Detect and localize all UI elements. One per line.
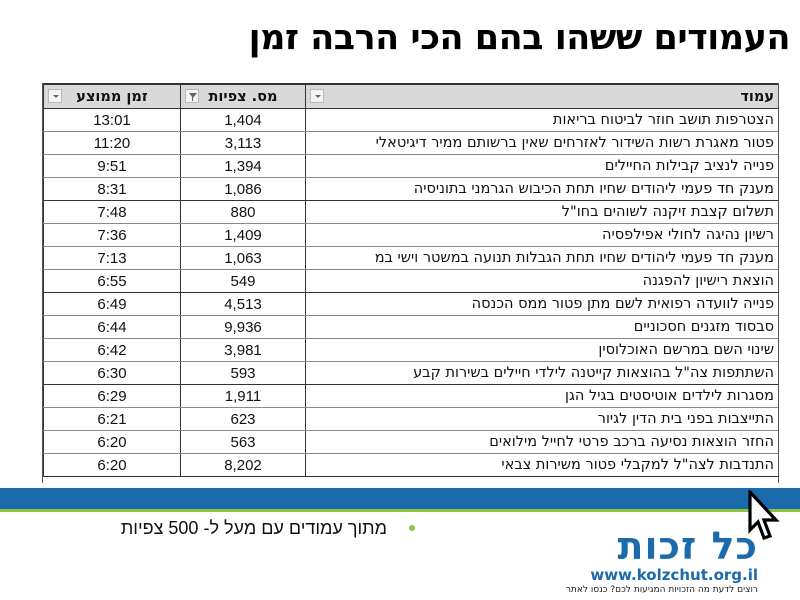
table-header-row: עמוד מס. צפיות זמן ממוצע [43, 83, 778, 109]
table-row: פטור מאגרת רשות השידור לאזרחים שאין ברשו… [43, 131, 778, 155]
filter-icon[interactable] [185, 89, 199, 103]
avg-time-cell: 6:44 [43, 315, 181, 339]
logo-name: כל זכות [617, 524, 758, 568]
table-row: פנייה לנציב קבילות החיילים 1,394 9:51 [43, 154, 778, 178]
table-row: התנדבות לצה"ל למקבלי פטור משירות צבאי 8,2… [43, 453, 778, 477]
footnote-bullet: מתוך עמודים עם מעל ל- 500 צפיות [95, 518, 415, 539]
views-cell: 3,113 [180, 131, 306, 155]
page-cell: הוצאת רישיון להפגנה [305, 269, 778, 293]
avg-time-cell: 6:21 [43, 407, 181, 431]
avg-time-cell: 7:48 [43, 200, 181, 224]
chevron-down-icon[interactable] [48, 89, 62, 103]
logo-tagline: רוצים לדעת מה הזכויות המגיעות לכם? כנסו … [565, 585, 758, 595]
avg-time-cell: 6:42 [43, 338, 181, 362]
views-cell: 1,063 [180, 246, 306, 270]
header-page-label: עמוד [740, 88, 774, 105]
avg-time-cell: 6:55 [43, 269, 181, 293]
page-cell: הצטרפות תושב חוזר לביטוח בריאות [305, 108, 778, 132]
avg-time-cell: 11:20 [43, 131, 181, 155]
views-cell: 1,086 [180, 177, 306, 201]
mouse-pointer-icon [748, 490, 780, 541]
footer-blue-band [0, 488, 800, 509]
avg-time-cell: 6:30 [43, 361, 181, 385]
avg-time-cell: 13:01 [43, 108, 181, 132]
header-avg-time: זמן ממוצע [43, 83, 181, 109]
page-cell: מענק חד פעמי ליהודים שחיו תחת הגבלות תנו… [305, 246, 778, 270]
views-cell: 4,513 [180, 292, 306, 316]
avg-time-cell: 6:20 [43, 430, 181, 454]
page-cell: מסגרות לילדים אוטיסטים בגיל הגן [305, 384, 778, 408]
page-cell: סבסוד מזגנים חסכוניים [305, 315, 778, 339]
footnote-text: מתוך עמודים עם מעל ל- 500 צפיות [120, 518, 387, 538]
kolzchut-logo: כל זכות www.kolzchut.org.il רוצים לדעת מ… [558, 524, 758, 595]
views-cell: 1,911 [180, 384, 306, 408]
table-row: התייצבות בפני בית הדין לגיור 623 6:21 [43, 407, 778, 431]
page-cell: רשיון נהיגה לחולי אפילפסיה [305, 223, 778, 247]
views-cell: 8,202 [180, 453, 306, 477]
table-body: הצטרפות תושב חוזר לביטוח בריאות 1,404 13:0… [43, 108, 778, 477]
page-cell: פנייה לוועדה רפואית לשם מתן פטור ממס הכנ… [305, 292, 778, 316]
footer-green-line [0, 509, 800, 512]
views-cell: 563 [180, 430, 306, 454]
views-cell: 880 [180, 200, 306, 224]
data-table-container: עמוד מס. צפיות זמן ממוצע הצטרפות תושב חו… [42, 83, 779, 483]
views-cell: 623 [180, 407, 306, 431]
table-row: הצטרפות תושב חוזר לביטוח בריאות 1,404 13:0… [43, 108, 778, 132]
page-cell: החזר הוצאות נסיעה ברכב פרטי לחייל מילואי… [305, 430, 778, 454]
table-row: רשיון נהיגה לחולי אפילפסיה 1,409 7:36 [43, 223, 778, 247]
table-row: תשלום קצבת זיקנה לשוהים בחו"ל 880 7:48 [43, 200, 778, 224]
slide-title: העמודים ששהו בהם הכי הרבה זמן [248, 18, 791, 58]
avg-time-cell: 6:20 [43, 453, 181, 477]
table-row: שינוי השם במרשם האוכלוסין 3,981 6:42 [43, 338, 778, 362]
pages-table: עמוד מס. צפיות זמן ממוצע הצטרפות תושב חו… [43, 83, 778, 477]
views-cell: 3,981 [180, 338, 306, 362]
chevron-down-icon[interactable] [310, 89, 324, 103]
views-cell: 1,409 [180, 223, 306, 247]
header-avg-time-label: זמן ממוצע [76, 88, 148, 105]
views-cell: 1,404 [180, 108, 306, 132]
views-cell: 9,936 [180, 315, 306, 339]
page-cell: התנדבות לצה"ל למקבלי פטור משירות צבאי [305, 453, 778, 477]
page-cell: התייצבות בפני בית הדין לגיור [305, 407, 778, 431]
table-row: החזר הוצאות נסיעה ברכב פרטי לחייל מילואי… [43, 430, 778, 454]
page-cell: מענק חד פעמי ליהודים שחיו תחת הכיבוש הגר… [305, 177, 778, 201]
bullet-icon [409, 524, 415, 531]
avg-time-cell: 7:36 [43, 223, 181, 247]
table-row: מסגרות לילדים אוטיסטים בגיל הגן 1,911 6:29 [43, 384, 778, 408]
avg-time-cell: 8:31 [43, 177, 181, 201]
views-cell: 593 [180, 361, 306, 385]
table-row: השתתפות צה"ל בהוצאות קייטנה לילדי חיילים… [43, 361, 778, 385]
header-page: עמוד [305, 83, 778, 109]
avg-time-cell: 7:13 [43, 246, 181, 270]
table-row: מענק חד פעמי ליהודים שחיו תחת הגבלות תנו… [43, 246, 778, 270]
views-cell: 549 [180, 269, 306, 293]
page-cell: שינוי השם במרשם האוכלוסין [305, 338, 778, 362]
avg-time-cell: 6:29 [43, 384, 181, 408]
page-cell: פטור מאגרת רשות השידור לאזרחים שאין ברשו… [305, 131, 778, 155]
page-cell: תשלום קצבת זיקנה לשוהים בחו"ל [305, 200, 778, 224]
logo-url: www.kolzchut.org.il [590, 566, 758, 584]
table-row: הוצאת רישיון להפגנה 549 6:55 [43, 269, 778, 293]
avg-time-cell: 9:51 [43, 154, 181, 178]
table-row: סבסוד מזגנים חסכוניים 9,936 6:44 [43, 315, 778, 339]
table-row: מענק חד פעמי ליהודים שחיו תחת הכיבוש הגר… [43, 177, 778, 201]
page-cell: השתתפות צה"ל בהוצאות קייטנה לילדי חיילים… [305, 361, 778, 385]
table-row: פנייה לוועדה רפואית לשם מתן פטור ממס הכנ… [43, 292, 778, 316]
avg-time-cell: 6:49 [43, 292, 181, 316]
views-cell: 1,394 [180, 154, 306, 178]
header-views-label: מס. צפיות [208, 88, 278, 105]
page-cell: פנייה לנציב קבילות החיילים [305, 154, 778, 178]
header-views: מס. צפיות [180, 83, 306, 109]
